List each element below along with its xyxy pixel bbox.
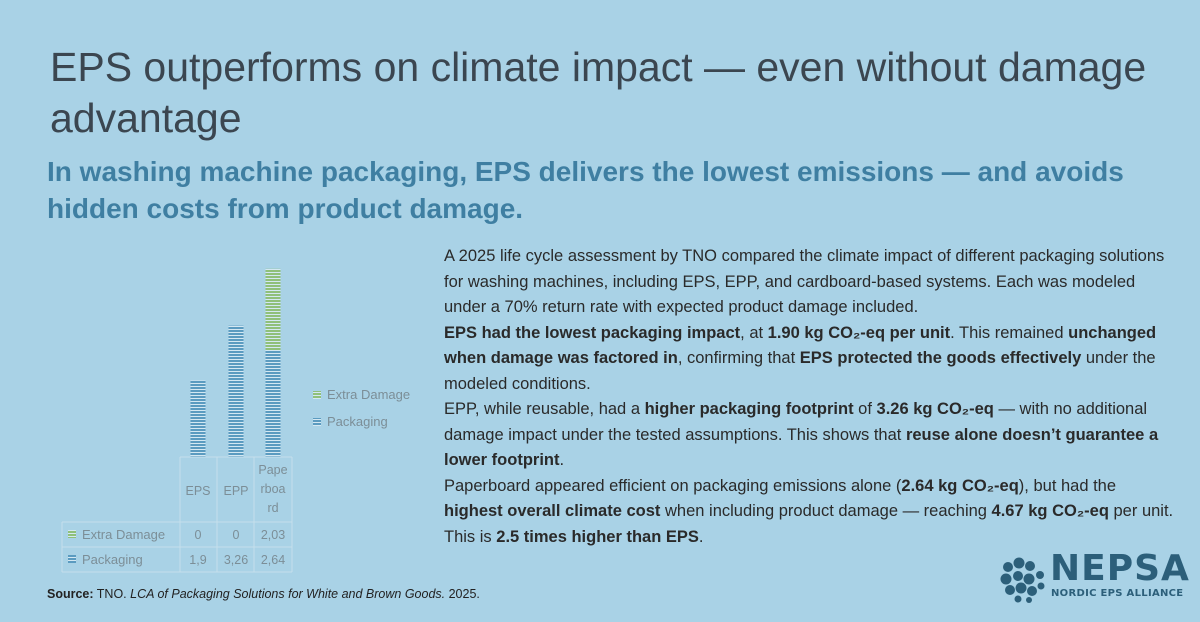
logo-bubbles-icon — [1000, 557, 1045, 603]
source-citation: Source: TNO. LCA of Packaging Solutions … — [47, 587, 480, 601]
body-text: A 2025 life cycle assessment by TNO comp… — [444, 244, 1174, 550]
bar-packaging-epp — [228, 325, 244, 457]
bar-extra-damage-paperboard — [265, 268, 281, 351]
table-series-name: Packaging — [82, 552, 143, 567]
legend-swatch — [313, 418, 321, 426]
paragraph-intro: A 2025 life cycle assessment by TNO comp… — [444, 247, 1165, 316]
logo-tagline: NORDIC EPS ALLIANCE — [1051, 588, 1184, 599]
table-cell-value: 2,03 — [261, 528, 285, 542]
bar-packaging-paperboard — [265, 350, 281, 457]
table-cell-value: 0 — [195, 528, 202, 542]
category-label: Pape — [258, 463, 287, 477]
table-cell-value: 2,64 — [261, 553, 285, 567]
page-subtitle: In washing machine packaging, EPS delive… — [47, 156, 1124, 224]
table-cell-value: 3,26 — [224, 553, 248, 567]
legend-label: Packaging — [327, 414, 388, 429]
category-label: EPS — [185, 484, 210, 498]
logo-wordmark: NEPSA — [1050, 548, 1190, 589]
nepsa-logo-mark — [1000, 557, 1045, 603]
category-label: EPP — [223, 484, 248, 498]
stacked-bar-chart: EPS EPP Pape rboa rd Extra Damage 0 0 2,03 Packag… — [61, 268, 410, 573]
paragraph-eps: EPS had the lowest packaging impact, at … — [444, 323, 1157, 393]
table-legend-key — [68, 555, 76, 563]
legend-label: Extra Damage — [327, 387, 410, 402]
table-series-name: Extra Damage — [82, 527, 165, 542]
table-cell-value: 0 — [233, 528, 240, 542]
paragraph-epp: EPP, while reusable, had a higher packag… — [444, 400, 1159, 469]
paragraph-paperboard: Paperboard appeared efficient on packagi… — [444, 476, 1174, 546]
table-legend-key — [68, 530, 76, 538]
category-label: rd — [267, 501, 278, 515]
category-label: rboa — [260, 482, 285, 496]
page-title: EPS outperforms on climate impact — even… — [50, 44, 1147, 141]
bar-packaging-eps — [190, 380, 206, 457]
legend-swatch — [313, 391, 321, 399]
table-cell-value: 1,9 — [189, 553, 206, 567]
